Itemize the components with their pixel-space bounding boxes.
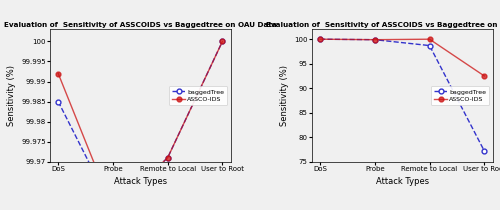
Legend: baggedTree, ASSCO-IDS: baggedTree, ASSCO-IDS bbox=[431, 86, 490, 105]
Line: ASSCO-IDS: ASSCO-IDS bbox=[56, 39, 225, 210]
baggedTree bbox=[372, 38, 378, 41]
ASSCO-IDS bbox=[372, 38, 378, 41]
Title: Evaluation of  Sensitivity of ASSCOIDS vs Baggedtree on OAU Data: Evaluation of Sensitivity of ASSCOIDS vs… bbox=[4, 22, 276, 28]
X-axis label: Attack Types: Attack Types bbox=[114, 177, 167, 186]
X-axis label: Attack Types: Attack Types bbox=[376, 177, 429, 186]
baggedTree bbox=[55, 100, 61, 103]
baggedTree bbox=[164, 156, 170, 159]
Legend: baggedTree, ASSCO-IDS: baggedTree, ASSCO-IDS bbox=[169, 86, 228, 105]
ASSCO-IDS bbox=[426, 38, 432, 41]
ASSCO-IDS bbox=[55, 72, 61, 75]
ASSCO-IDS bbox=[164, 156, 170, 159]
Y-axis label: Sensitivity (%): Sensitivity (%) bbox=[6, 65, 16, 126]
Line: ASSCO-IDS: ASSCO-IDS bbox=[318, 37, 486, 78]
ASSCO-IDS bbox=[482, 75, 488, 77]
baggedTree bbox=[426, 44, 432, 47]
baggedTree bbox=[220, 40, 226, 43]
baggedTree bbox=[482, 150, 488, 152]
Y-axis label: Sensitivity (%): Sensitivity (%) bbox=[280, 65, 288, 126]
Title: Evaluation of  Sensitivity of ASSCOIDS vs Baggedtree on NSL Data: Evaluation of Sensitivity of ASSCOIDS vs… bbox=[266, 22, 500, 28]
ASSCO-IDS bbox=[220, 40, 226, 43]
baggedTree bbox=[317, 38, 323, 41]
baggedTree bbox=[110, 209, 116, 210]
Line: baggedTree: baggedTree bbox=[56, 39, 225, 210]
ASSCO-IDS bbox=[110, 209, 116, 210]
Line: baggedTree: baggedTree bbox=[318, 37, 486, 153]
ASSCO-IDS bbox=[317, 38, 323, 41]
